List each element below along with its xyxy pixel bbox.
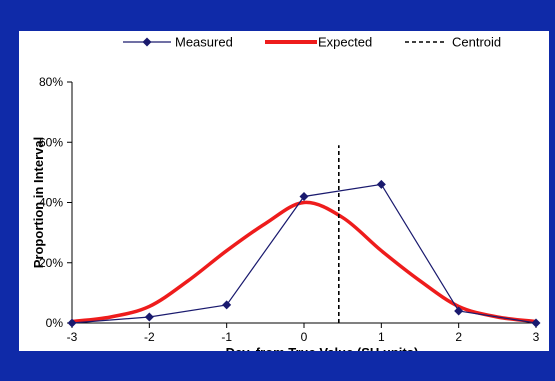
y-axis-title: Proportion in Interval — [31, 137, 46, 268]
measured-point — [222, 300, 232, 310]
axes: 0% 20% 40% 60% 80% -3 -2 -1 0 1 2 3 Dev. from True V… — [31, 75, 540, 351]
y-tick-label: 20% — [39, 256, 63, 270]
y-tick-label: 60% — [39, 135, 63, 149]
legend: Measured Expected Centroid — [123, 35, 501, 50]
x-tick-label: 1 — [378, 330, 385, 344]
measured-point — [454, 306, 464, 316]
expected-series-line — [71, 200, 537, 324]
legend-measured-marker — [142, 37, 152, 47]
legend-measured-label: Measured — [175, 35, 233, 50]
x-tick-label: -3 — [67, 330, 78, 344]
chart-panel: Measured Expected Centroid 0% 20% 40% 60% 80% -… — [19, 31, 549, 351]
measured-point — [531, 318, 541, 328]
x-tick-label: -2 — [144, 330, 155, 344]
y-tick-label: 40% — [39, 196, 63, 210]
line-chart: Measured Expected Centroid 0% 20% 40% 60% 80% -… — [31, 35, 541, 351]
x-tick-label: 0 — [301, 330, 308, 344]
measured-series-line — [71, 183, 537, 324]
x-axis-title: Dev. from True Value (SU units) — [226, 345, 419, 351]
measured-point — [299, 191, 309, 201]
legend-expected-label: Expected — [318, 35, 372, 50]
measured-point — [144, 312, 154, 322]
x-tick-label: -1 — [221, 330, 232, 344]
y-tick-label: 80% — [39, 75, 63, 89]
plot-area — [67, 145, 541, 328]
legend-centroid-label: Centroid — [452, 35, 501, 50]
x-tick-label: 3 — [533, 330, 540, 344]
measured-point — [67, 318, 77, 328]
measured-point — [376, 179, 386, 189]
y-tick-label: 0% — [46, 316, 64, 330]
x-tick-label: 2 — [455, 330, 462, 344]
